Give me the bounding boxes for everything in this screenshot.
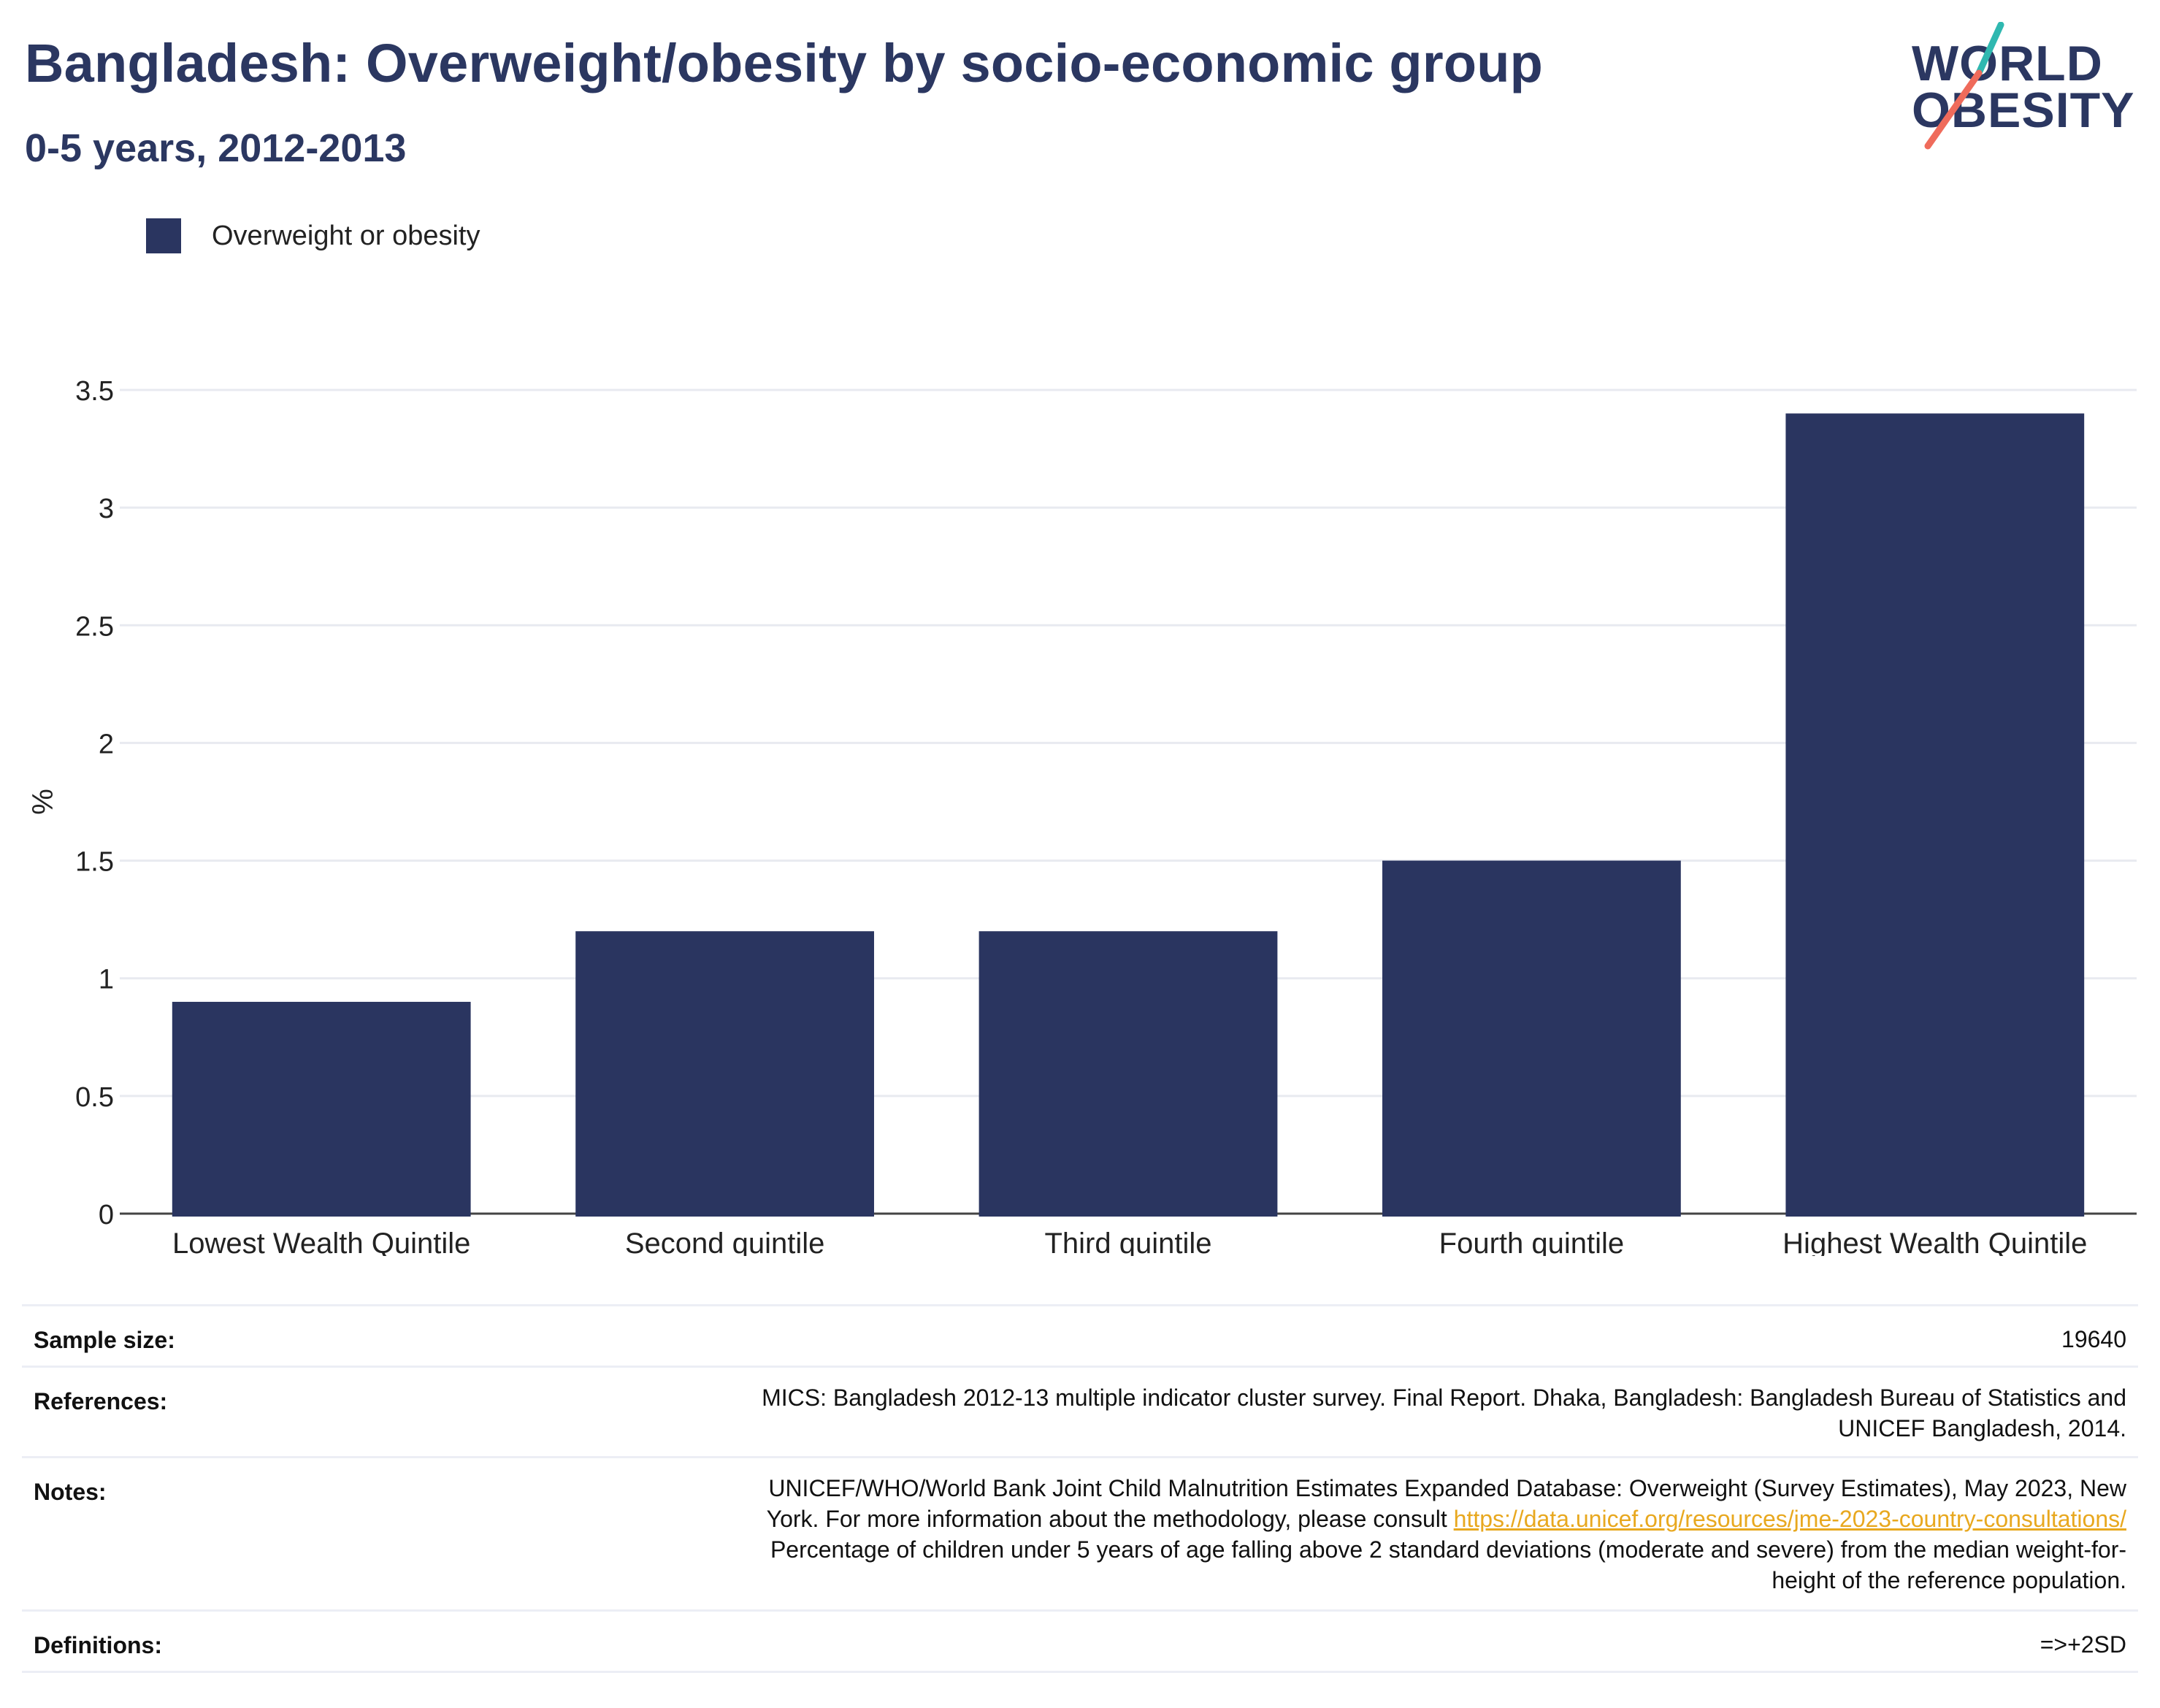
references-line-1: MICS: Bangladesh 2012-13 multiple indica… xyxy=(762,1385,2126,1411)
y-axis-label: % xyxy=(27,789,59,815)
x-tick-label: Lowest Wealth Quintile xyxy=(172,1228,470,1256)
legend-label: Overweight or obesity xyxy=(212,220,480,251)
info-row-definitions: Definitions: =>+2SD xyxy=(22,1609,2138,1671)
y-tick-label: 0 xyxy=(99,1200,114,1230)
info-row-notes: Notes: UNICEF/WHO/World Bank Joint Child… xyxy=(22,1456,2138,1609)
bar-third-quintile[interactable] xyxy=(978,931,1278,1217)
notes-value: UNICEF/WHO/World Bank Joint Child Malnut… xyxy=(767,1473,2126,1596)
y-tick-label: 2 xyxy=(99,729,114,759)
info-bottom-divider xyxy=(22,1671,2138,1673)
logo-word-obesity: OBESITY xyxy=(1912,83,2135,138)
chart-legend: Overweight or obesity xyxy=(146,218,480,254)
y-tick-label: 3 xyxy=(99,494,114,524)
bar-lowest-wealth-quintile[interactable] xyxy=(172,1001,471,1217)
sample-size-key: Sample size: xyxy=(34,1327,175,1353)
y-tick-label: 1 xyxy=(99,965,114,995)
bar-second-quintile[interactable] xyxy=(575,931,874,1217)
sample-size-value: 19640 xyxy=(2061,1326,2126,1352)
x-tick-label: Highest Wealth Quintile xyxy=(1782,1228,2087,1256)
logo-slash-icon xyxy=(1924,22,2004,150)
y-tick-label: 1.5 xyxy=(75,847,114,878)
y-tick-label: 0.5 xyxy=(75,1082,114,1113)
x-tick-label: Second quintile xyxy=(625,1228,825,1256)
notes-line-2: York. For more information about the met… xyxy=(767,1504,2126,1534)
y-tick-label: 2.5 xyxy=(75,611,114,642)
references-line-2: UNICEF Bangladesh, 2014. xyxy=(1838,1415,2126,1441)
x-tick-label: Third quintile xyxy=(1044,1228,1211,1256)
bar-chart: 0 0.5 1 1.5 2 2.5 3 3.5 Lowest Wealth Quintile S… xyxy=(27,376,2137,1256)
references-value: MICS: Bangladesh 2012-13 multiple indica… xyxy=(762,1382,2126,1444)
world-obesity-logo: WORLD OBESITY xyxy=(1899,22,2147,153)
chart-subtitle: 0-5 years, 2012-2013 xyxy=(25,126,407,170)
logo-word-world: WORLD xyxy=(1912,36,2103,91)
info-row-sample-size: Sample size: 19640 xyxy=(22,1304,2138,1366)
definitions-value: =>+2SD xyxy=(2040,1631,2126,1658)
notes-line-2-text: York. For more information about the met… xyxy=(766,1506,1454,1532)
info-row-references: References: MICS: Bangladesh 2012-13 mul… xyxy=(22,1366,2138,1456)
bar-fourth-quintile[interactable] xyxy=(1382,860,1681,1217)
notes-line-4: height of the reference population. xyxy=(1772,1567,2126,1593)
notes-key: Notes: xyxy=(34,1479,107,1505)
y-tick-label: 3.5 xyxy=(75,376,114,407)
definitions-key: Definitions: xyxy=(34,1632,162,1658)
notes-line-1: UNICEF/WHO/World Bank Joint Child Malnut… xyxy=(768,1475,2126,1501)
references-key: References: xyxy=(34,1388,168,1414)
notes-methodology-link[interactable]: https://data.unicef.org/resources/jme-20… xyxy=(1453,1506,2126,1532)
notes-line-3: Percentage of children under 5 years of … xyxy=(770,1536,2126,1563)
x-tick-label: Fourth quintile xyxy=(1439,1228,1624,1256)
bar-highest-wealth-quintile[interactable] xyxy=(1785,413,2085,1217)
legend-swatch xyxy=(146,218,181,253)
chart-title: Bangladesh: Overweight/obesity by socio-… xyxy=(25,33,1544,93)
